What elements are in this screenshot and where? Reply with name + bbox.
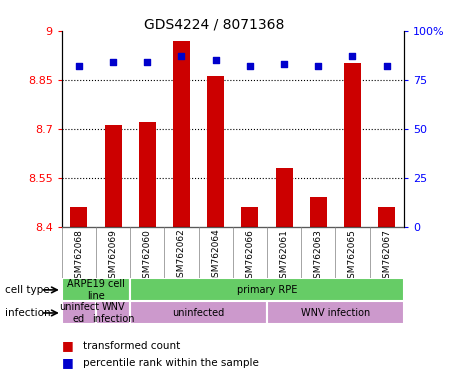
Text: GDS4224 / 8071368: GDS4224 / 8071368 [143, 17, 284, 31]
Text: WNV infection: WNV infection [301, 308, 370, 318]
Text: GSM762062: GSM762062 [177, 228, 186, 283]
Text: primary RPE: primary RPE [237, 285, 297, 295]
Text: ARPE19 cell
line: ARPE19 cell line [67, 279, 125, 301]
Point [246, 63, 254, 69]
Text: GSM762061: GSM762061 [280, 228, 288, 283]
Bar [62, 301, 96, 324]
Text: WNV
infection: WNV infection [92, 302, 134, 324]
Text: uninfected: uninfected [172, 308, 225, 318]
Text: GSM762063: GSM762063 [314, 228, 323, 283]
Text: percentile rank within the sample: percentile rank within the sample [83, 358, 259, 368]
Bar [344, 63, 361, 227]
Text: GSM762060: GSM762060 [143, 228, 152, 283]
Text: GSM762068: GSM762068 [75, 228, 83, 283]
Bar [62, 278, 130, 301]
Bar [130, 278, 404, 301]
Text: cell type: cell type [5, 285, 49, 295]
Bar [276, 168, 293, 227]
Bar [267, 301, 404, 324]
Text: GSM762067: GSM762067 [382, 228, 391, 283]
Point [75, 63, 83, 69]
Text: infection: infection [5, 308, 50, 318]
Text: uninfect
ed: uninfect ed [59, 302, 99, 324]
Bar [130, 301, 267, 324]
Text: transformed count: transformed count [83, 341, 180, 351]
Point [178, 53, 185, 59]
Bar [70, 207, 87, 227]
Bar [310, 197, 327, 227]
Point [314, 63, 322, 69]
Point [212, 57, 219, 63]
Point [280, 61, 288, 67]
Text: GSM762065: GSM762065 [348, 228, 357, 283]
Text: ■: ■ [62, 356, 74, 369]
Bar [104, 125, 122, 227]
Point [349, 53, 356, 59]
Text: GSM762069: GSM762069 [109, 228, 117, 283]
Point [383, 63, 390, 69]
Bar [173, 40, 190, 227]
Point [109, 59, 117, 65]
Text: GSM762064: GSM762064 [211, 228, 220, 283]
Bar [139, 122, 156, 227]
Bar [96, 301, 130, 324]
Bar [207, 76, 224, 227]
Text: GSM762066: GSM762066 [246, 228, 254, 283]
Bar [241, 207, 258, 227]
Text: ■: ■ [62, 339, 74, 352]
Point [143, 59, 151, 65]
Bar [378, 207, 395, 227]
